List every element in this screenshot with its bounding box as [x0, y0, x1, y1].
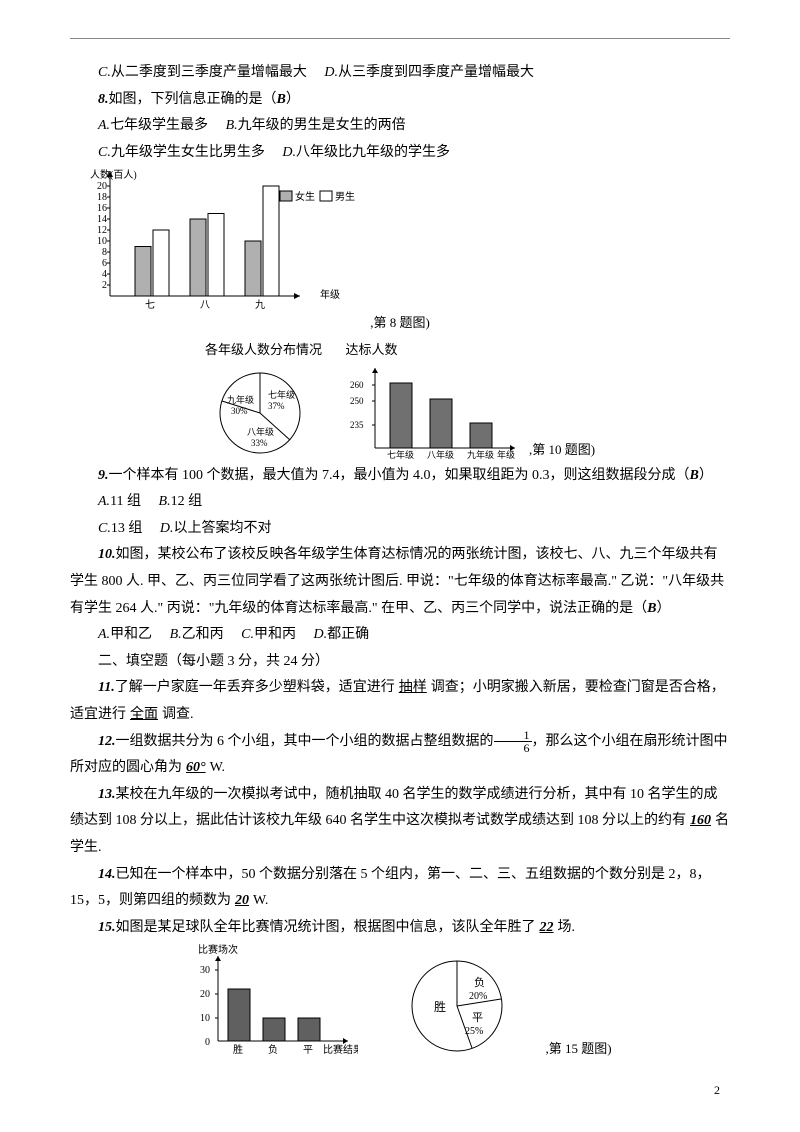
q10-pie: 七年级37% 八年级33% 九年级30%: [205, 363, 315, 463]
svg-text:235: 235: [350, 420, 364, 430]
q15: 15.如图是某足球队全年比赛情况统计图，根据图中信息，该队全年胜了22场.: [70, 915, 730, 942]
q8-figure: 人数(百人) 2468101214161820 七八九 年级 女生 男生 ,第 …: [70, 166, 730, 338]
svg-text:八: 八: [200, 300, 210, 311]
svg-text:七年级: 七年级: [387, 449, 414, 460]
svg-text:20: 20: [97, 181, 107, 192]
svg-text:比赛场次: 比赛场次: [198, 943, 238, 956]
svg-text:20: 20: [200, 989, 210, 1000]
q8-ans: B: [277, 92, 286, 107]
q8-bar-chart: 人数(百人) 2468101214161820 七 八 九 年级 女生 男生: [70, 166, 400, 311]
svg-text:14: 14: [97, 214, 107, 225]
svg-text:平: 平: [472, 1012, 483, 1024]
q10-stem: 10.如图，某校公布了该校反映各年级学生体育达标情况的两张统计图，该校七、八、九…: [70, 542, 730, 622]
svg-text:2: 2: [102, 280, 107, 291]
svg-text:平: 平: [303, 1045, 313, 1056]
svg-text:八年级: 八年级: [247, 426, 274, 437]
svg-text:6: 6: [102, 258, 107, 269]
svg-text:年级: 年级: [320, 288, 340, 301]
svg-text:25%: 25%: [465, 1026, 483, 1037]
svg-text:0: 0: [205, 1037, 210, 1048]
svg-text:七年级: 七年级: [268, 389, 295, 400]
svg-text:胜: 胜: [233, 1044, 243, 1056]
svg-text:女生: 女生: [295, 190, 315, 203]
q7-options: C.从二季度到三季度产量增幅最大 D.从三季度到四季度产量增幅最大: [70, 60, 730, 87]
q8-opts-ab: A.七年级学生最多 B.九年级的男生是女生的两倍: [70, 113, 730, 140]
svg-text:比赛结果: 比赛结果: [323, 1043, 358, 1056]
q9-stem: 9.一个样本有 100 个数据，最大值为 7.4，最小值为 4.0，如果取组距为…: [70, 463, 730, 490]
svg-text:250: 250: [350, 396, 364, 406]
svg-text:30%: 30%: [231, 406, 248, 416]
q8-opts-cd: C.九年级学生女生比男生多 D.八年级比九年级的学生多: [70, 140, 730, 167]
svg-text:20%: 20%: [469, 991, 487, 1002]
svg-text:33%: 33%: [251, 438, 268, 448]
q10-bar: 260 250 235 七年级 八年级 九年级 年级: [345, 363, 525, 463]
q9-ans: B: [690, 468, 699, 483]
svg-text:8: 8: [102, 247, 107, 258]
svg-text:30: 30: [200, 965, 210, 976]
svg-text:九年级: 九年级: [467, 449, 494, 460]
opt-c: C.: [98, 65, 111, 80]
q10-figure-row: 各年级人数分布情况 七年级37% 八年级33% 九年级30% 达标人数 260 …: [70, 338, 730, 463]
svg-text:九年级: 九年级: [227, 394, 254, 405]
q15-bar: 比赛场次 0 10 20 30 胜 负 平 比赛结果: [188, 941, 358, 1061]
svg-text:260: 260: [350, 380, 364, 390]
svg-text:10: 10: [200, 1013, 210, 1024]
svg-text:年级: 年级: [497, 449, 515, 460]
fraction: 16: [494, 729, 532, 754]
q13: 13.某校在九年级的一次模拟考试中，随机抽取 40 名学生的数学成绩进行分析，其…: [70, 782, 730, 862]
svg-text:九: 九: [255, 299, 265, 311]
q12: 12.一组数据共分为 6 个小组，其中一个小组的数据占整组数据的16，那么这个小…: [70, 729, 730, 782]
q14: 14.已知在一个样本中，50 个数据分别落在 5 个组内，第一、二、三、五组数据…: [70, 862, 730, 915]
page-number: 2: [714, 1079, 720, 1102]
svg-text:10: 10: [97, 236, 107, 247]
svg-text:18: 18: [97, 192, 107, 203]
svg-text:男生: 男生: [335, 190, 355, 203]
svg-text:37%: 37%: [268, 401, 285, 411]
opt-d: D.: [324, 65, 338, 80]
section-2: 二、填空题（每小题 3 分，共 24 分）: [70, 649, 730, 676]
q11: 11.了解一户家庭一年丢弃多少塑料袋，适宜进行抽样调查；小明家搬入新居，要检查门…: [70, 675, 730, 728]
svg-text:七: 七: [145, 299, 155, 311]
q8-stem: 8.如图，下列信息正确的是（B）: [70, 87, 730, 114]
svg-text:4: 4: [102, 269, 107, 280]
q15-figure: 比赛场次 0 10 20 30 胜 负 平 比赛结果 胜 负20% 平25% ,…: [70, 941, 730, 1061]
svg-text:人数(百人): 人数(百人): [90, 168, 137, 181]
svg-text:胜: 胜: [434, 999, 446, 1014]
svg-text:八年级: 八年级: [427, 449, 454, 460]
svg-text:负: 负: [474, 975, 485, 989]
q15-pie: 胜 负 20% 平 25%: [402, 951, 522, 1061]
q10-ans: B: [647, 601, 656, 616]
svg-text:16: 16: [97, 203, 107, 214]
svg-text:负: 负: [268, 1043, 278, 1056]
svg-text:12: 12: [97, 225, 107, 236]
